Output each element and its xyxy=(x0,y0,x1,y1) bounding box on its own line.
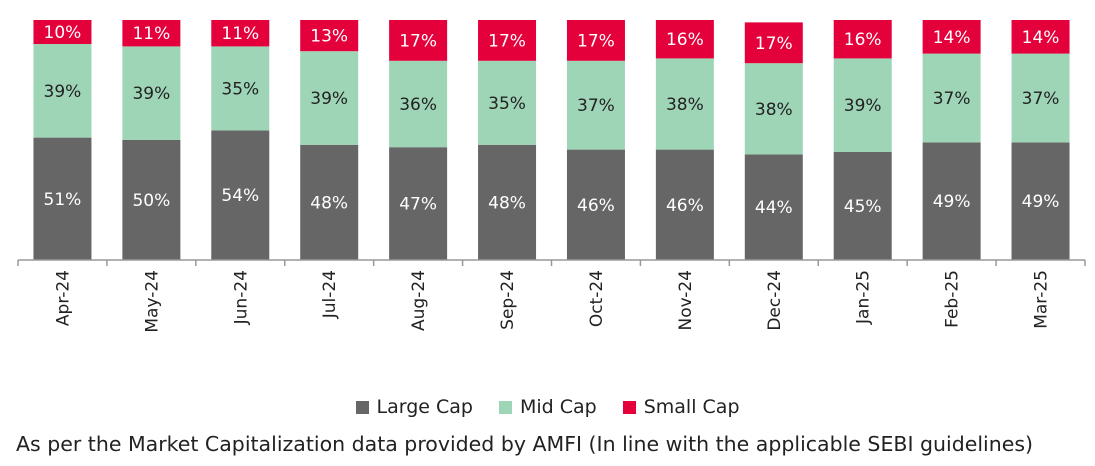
bar-segment-mid-cap xyxy=(478,60,537,145)
bar-segment-large-cap xyxy=(33,137,92,260)
data-label: 47% xyxy=(399,195,437,215)
bar-segment-small-cap xyxy=(1011,20,1070,54)
legend-swatch-large-cap xyxy=(355,400,369,414)
legend-item-large-cap: Large Cap xyxy=(355,396,473,418)
legend-swatch-small-cap xyxy=(622,400,636,414)
x-tick-label: Jun-24 xyxy=(231,270,251,325)
legend-item-mid-cap: Mid Cap xyxy=(498,396,597,418)
bars-group: 51% 39% 10% 50% 39% 11% 54% 35% 11% 48% 39% 13% 47% 3… xyxy=(33,20,1070,260)
bar-segment-large-cap xyxy=(655,149,714,260)
data-label: 46% xyxy=(577,196,615,216)
bar-segment-mid-cap xyxy=(566,60,625,150)
bar-segment-mid-cap xyxy=(211,46,270,131)
bar-segment-large-cap xyxy=(1011,142,1070,260)
data-label: 48% xyxy=(310,193,348,213)
bar-segment-mid-cap xyxy=(922,53,981,143)
bar-segment-large-cap xyxy=(122,140,181,260)
legend-item-small-cap: Small Cap xyxy=(622,396,740,418)
x-tick-label: Apr-24 xyxy=(53,270,73,326)
legend-label-large-cap: Large Cap xyxy=(376,396,473,418)
data-label: 35% xyxy=(221,79,259,99)
bar-segment-small-cap xyxy=(922,20,981,54)
x-tick-label: Jan-25 xyxy=(854,270,874,325)
bar-segment-mid-cap xyxy=(1011,53,1070,143)
data-label: 51% xyxy=(44,190,82,210)
x-tick-label: May-24 xyxy=(142,270,162,333)
bar-segment-large-cap xyxy=(478,144,537,260)
data-label: 37% xyxy=(577,96,615,116)
bar-segment-small-cap xyxy=(211,20,270,47)
x-tick-label: Aug-24 xyxy=(409,270,429,331)
data-label: 36% xyxy=(399,95,437,115)
bar-segment-large-cap xyxy=(300,144,359,260)
bar-segment-mid-cap xyxy=(33,44,92,138)
data-label: 10% xyxy=(44,23,82,43)
data-label: 17% xyxy=(755,34,793,54)
data-label: 16% xyxy=(844,30,882,50)
x-tick-label: Sep-24 xyxy=(498,270,518,330)
bar-segment-large-cap xyxy=(922,142,981,260)
bar-segment-mid-cap xyxy=(389,60,448,148)
x-tick-label: Oct-24 xyxy=(587,270,607,327)
data-label: 38% xyxy=(755,100,793,120)
data-label: 44% xyxy=(755,198,793,218)
bar-segment-large-cap xyxy=(566,149,625,260)
data-label: 13% xyxy=(310,27,348,47)
x-tick-label: Dec-24 xyxy=(765,270,785,331)
bar-segment-small-cap xyxy=(833,20,892,59)
legend-label-small-cap: Small Cap xyxy=(643,396,740,418)
x-tick-label: Nov-24 xyxy=(676,270,696,331)
data-label: 37% xyxy=(1022,89,1060,109)
bar-segment-large-cap xyxy=(744,154,803,260)
stacked-bar-chart: 51% 39% 10% 50% 39% 11% 54% 35% 11% 48% 39% 13% 47% 3… xyxy=(17,20,1086,333)
chart-footnote: As per the Market Capitalization data pr… xyxy=(16,432,1034,456)
data-label: 39% xyxy=(844,96,882,116)
data-label: 39% xyxy=(310,89,348,109)
bar-segment-mid-cap xyxy=(122,46,181,140)
bar-segment-small-cap xyxy=(300,20,359,52)
data-label: 39% xyxy=(44,82,82,102)
data-label: 39% xyxy=(132,84,170,104)
data-label: 14% xyxy=(1022,28,1060,48)
bar-segment-mid-cap xyxy=(655,58,714,150)
x-tick-label: Feb-25 xyxy=(943,270,963,328)
legend: Large Cap Mid Cap Small Cap xyxy=(0,396,1095,418)
bar-segment-large-cap xyxy=(389,147,448,260)
bar-segment-small-cap xyxy=(655,20,714,59)
data-label: 17% xyxy=(488,31,526,51)
data-label: 35% xyxy=(488,94,526,114)
data-label: 16% xyxy=(666,30,704,50)
legend-label-mid-cap: Mid Cap xyxy=(519,396,597,418)
data-label: 11% xyxy=(132,24,170,44)
data-label: 49% xyxy=(933,192,971,212)
data-label: 49% xyxy=(1022,192,1060,212)
x-tick-label: Mar-25 xyxy=(1032,270,1052,329)
bar-segment-small-cap xyxy=(389,20,448,61)
bar-segment-small-cap xyxy=(122,20,181,47)
bar-segment-large-cap xyxy=(833,152,892,260)
bar-segment-small-cap xyxy=(744,22,803,64)
data-label: 11% xyxy=(221,24,259,44)
data-label: 14% xyxy=(933,28,971,48)
data-label: 17% xyxy=(577,31,615,51)
legend-swatch-mid-cap xyxy=(498,400,512,414)
bar-segment-mid-cap xyxy=(744,63,803,155)
bar-segment-mid-cap xyxy=(833,58,892,152)
x-tick-label: Jul-24 xyxy=(320,270,340,319)
x-axis: Apr-24 May-24 Jun-24 Jul-24 Aug-24 Sep-24 Oct-… xyxy=(17,259,1086,333)
bar-segment-large-cap xyxy=(211,130,270,260)
bar-segment-small-cap xyxy=(478,20,537,61)
data-label: 17% xyxy=(399,31,437,51)
bar-segment-small-cap xyxy=(33,20,92,44)
bar-segment-small-cap xyxy=(566,20,625,61)
data-label: 38% xyxy=(666,95,704,115)
data-label: 46% xyxy=(666,196,704,216)
data-label: 45% xyxy=(844,197,882,217)
data-label: 37% xyxy=(933,89,971,109)
bar-segment-mid-cap xyxy=(300,51,359,145)
data-label: 54% xyxy=(221,186,259,206)
data-label: 50% xyxy=(132,191,170,211)
data-label: 48% xyxy=(488,193,526,213)
